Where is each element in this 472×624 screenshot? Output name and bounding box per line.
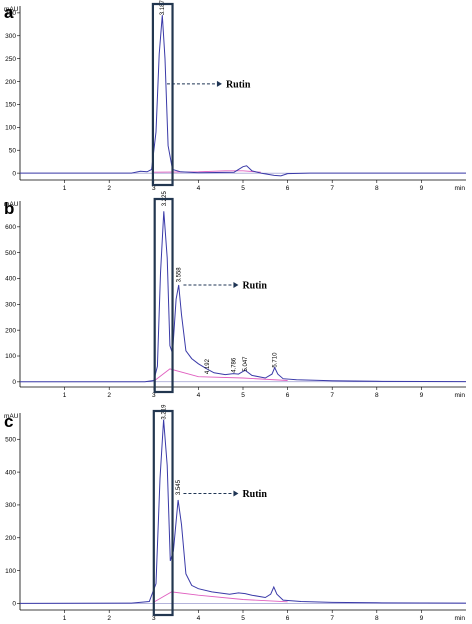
- peak-retention-label: 5.047: [243, 356, 249, 372]
- x-tick-label: 7: [330, 392, 334, 399]
- peak-retention-label: 3.558: [177, 267, 183, 283]
- y-tick-label: 100: [5, 353, 16, 360]
- x-tick-label: 9: [420, 185, 424, 192]
- x-tick-label: 8: [375, 615, 379, 622]
- panel-letter: a: [4, 3, 14, 22]
- x-tick-label: 9: [420, 392, 424, 399]
- x-tick-label: 8: [375, 392, 379, 399]
- x-tick-label: 3: [152, 392, 156, 399]
- x-tick-label: 7: [330, 615, 334, 622]
- x-tick-label: 4: [197, 615, 201, 622]
- y-tick-label: 0: [12, 601, 16, 608]
- panel-letter: b: [4, 199, 14, 218]
- integration-baseline: [153, 591, 288, 603]
- y-tick-label: 600: [5, 224, 16, 231]
- x-tick-label: 6: [286, 185, 290, 192]
- x-tick-label: 5: [241, 615, 245, 622]
- y-tick-label: 0: [12, 379, 16, 386]
- x-tick-label: 6: [286, 392, 290, 399]
- y-tick-label: 0: [12, 170, 16, 177]
- y-tick-label: 200: [5, 327, 16, 334]
- x-tick-label: 2: [107, 392, 111, 399]
- peak-retention-label: 3.545: [176, 479, 182, 495]
- y-tick-label: 350: [5, 10, 16, 17]
- x-tick-label: 5: [241, 185, 245, 192]
- y-unit-label: mAU: [4, 6, 19, 13]
- peak-retention-label: 4.192: [205, 358, 211, 374]
- y-tick-label: 50: [9, 147, 17, 154]
- y-tick-label: 200: [5, 535, 16, 542]
- y-tick-label: 300: [5, 33, 16, 40]
- x-tick-label: 4: [197, 392, 201, 399]
- x-tick-label: 6: [286, 615, 290, 622]
- y-unit-label: mAU: [4, 413, 19, 420]
- peak-retention-label: 3.187: [160, 0, 166, 15]
- peak-retention-label: 5.710: [273, 352, 279, 368]
- integration-baseline: [153, 170, 261, 173]
- x-unit-label: min: [455, 392, 466, 399]
- rutin-highlight-box: [153, 197, 174, 394]
- x-tick-label: 3: [152, 615, 156, 622]
- rutin-annotation-label: Rutin: [226, 79, 251, 90]
- y-tick-label: 500: [5, 250, 16, 257]
- x-tick-label: 1: [63, 185, 67, 192]
- chromatogram-line: [19, 419, 467, 604]
- y-tick-label: 400: [5, 276, 16, 283]
- annotation-arrow-head: [233, 281, 239, 288]
- x-tick-label: 3: [152, 185, 156, 192]
- annotation-arrow-head: [216, 80, 222, 87]
- y-tick-label: 100: [5, 125, 16, 132]
- peak-retention-label: 4.786: [232, 357, 238, 373]
- y-tick-label: 300: [5, 302, 16, 309]
- rutin-highlight-box: [152, 409, 174, 617]
- x-tick-label: 9: [420, 615, 424, 622]
- rutin-annotation-label: Rutin: [242, 280, 267, 291]
- y-tick-label: 500: [5, 436, 16, 443]
- integration-baseline: [154, 368, 288, 381]
- y-tick-label: 100: [5, 568, 16, 575]
- x-unit-label: min: [455, 615, 466, 622]
- rutin-annotation-label: Rutin: [242, 489, 267, 500]
- chromatogram-line: [20, 211, 467, 383]
- x-tick-label: 5: [241, 392, 245, 399]
- y-tick-label: 250: [5, 56, 16, 63]
- x-tick-label: 2: [107, 615, 111, 622]
- y-tick-label: 300: [5, 502, 16, 509]
- panel-letter: c: [4, 412, 13, 431]
- y-tick-label: 400: [5, 469, 16, 476]
- y-tick-label: 200: [5, 79, 16, 86]
- x-tick-label: 1: [63, 392, 67, 399]
- x-tick-label: 7: [330, 185, 334, 192]
- x-unit-label: min: [455, 185, 466, 192]
- chromatogram-line: [20, 15, 466, 177]
- x-tick-label: 2: [107, 185, 111, 192]
- rutin-highlight-box: [151, 2, 174, 187]
- x-tick-label: 1: [63, 615, 67, 622]
- y-unit-label: mAU: [4, 201, 19, 208]
- x-tick-label: 4: [197, 185, 201, 192]
- y-tick-label: 150: [5, 102, 16, 109]
- annotation-arrow-head: [233, 490, 239, 497]
- x-tick-label: 8: [375, 185, 379, 192]
